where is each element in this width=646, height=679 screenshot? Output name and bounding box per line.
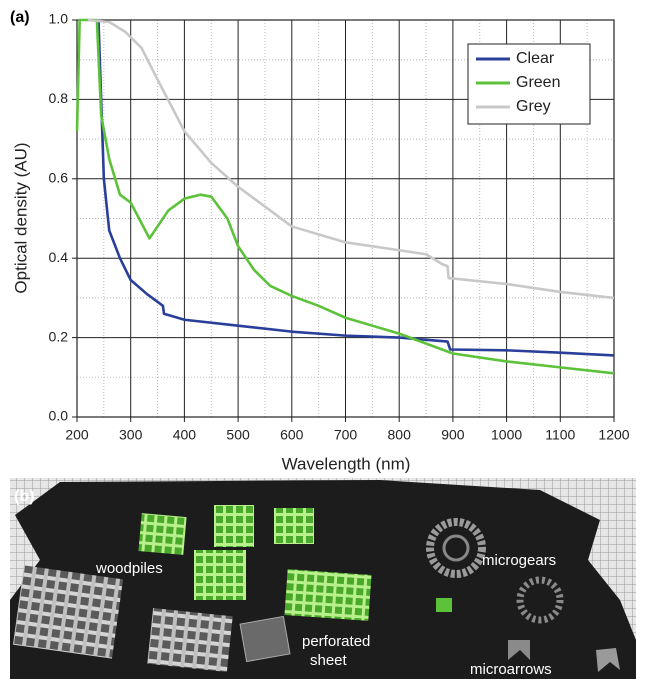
perforated-sheet — [240, 616, 290, 661]
y-tick-label: 0.0 — [49, 408, 69, 424]
x-tick-label: 500 — [226, 427, 250, 443]
woodpile — [194, 550, 246, 600]
photo-label: perforated — [302, 633, 370, 650]
x-tick-label: 800 — [388, 427, 412, 443]
x-tick-label: 300 — [119, 427, 143, 443]
y-tick-label: 0.8 — [49, 90, 69, 106]
green-piece — [436, 598, 452, 612]
y-axis-label: Optical density (AU) — [11, 142, 30, 293]
x-tick-label: 600 — [280, 427, 304, 443]
x-tick-label: 900 — [441, 427, 465, 443]
photo-label: microgears — [482, 552, 556, 569]
x-tick-label: 1200 — [598, 427, 629, 443]
clear-woodpile — [13, 565, 123, 658]
x-tick-label: 400 — [173, 427, 197, 443]
x-tick-label: 700 — [334, 427, 358, 443]
photo-label: sheet — [310, 652, 348, 669]
panel-label: (b) — [14, 488, 34, 505]
woodpile — [284, 569, 371, 621]
panel-label: (a) — [10, 9, 30, 26]
x-axis-label: Wavelength (nm) — [282, 454, 411, 473]
y-tick-label: 0.4 — [49, 249, 69, 265]
legend-label: Clear — [516, 50, 555, 67]
photo: (b) woodpiles microgears perforated shee… — [10, 478, 636, 679]
x-tick-label: 1000 — [491, 427, 522, 443]
legend-label: Grey — [516, 98, 551, 115]
figure: 200 300 400 500 600 700 800 900 1000 1100 1200 0.0 0… — [0, 0, 646, 679]
photo-label: microarrows — [470, 661, 552, 678]
x-tick-label: 200 — [65, 427, 89, 443]
woodpile — [214, 505, 254, 547]
chart: 200 300 400 500 600 700 800 900 1000 1100 1200 0.0 0… — [49, 11, 630, 443]
woodpile — [138, 513, 186, 555]
y-tick-label: 1.0 — [49, 11, 69, 27]
legend-label: Green — [516, 74, 560, 91]
clear-woodpile — [147, 608, 232, 672]
y-tick-label: 0.2 — [49, 328, 69, 344]
photo-label: woodpiles — [95, 560, 163, 577]
y-tick-label: 0.6 — [49, 170, 69, 186]
woodpile — [274, 508, 314, 544]
x-tick-label: 1100 — [545, 427, 575, 443]
